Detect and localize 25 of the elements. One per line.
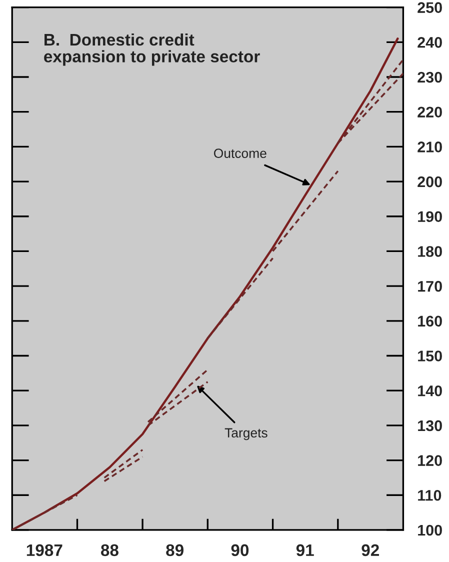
y-tick-label: 130: [418, 420, 442, 432]
y-tick-label: 140: [418, 385, 442, 396]
y-tick-label: 110: [418, 490, 442, 501]
x-tick-label: 1987: [26, 544, 62, 556]
x-tick-label: 88: [100, 544, 118, 556]
y-tick-label: 240: [418, 37, 442, 48]
y-tick-label: 200: [418, 176, 442, 188]
y-tick-label: 160: [418, 316, 442, 327]
x-tick-label: 89: [166, 544, 184, 556]
annotation: Targets: [224, 428, 268, 440]
y-tick-label: 150: [418, 350, 442, 362]
y-tick-label: 210: [418, 142, 442, 152]
y-tick-label: 100: [418, 524, 442, 536]
y-tick-label: 250: [418, 2, 442, 13]
y-tick-label: 170: [418, 280, 442, 292]
y-tick-label: 120: [418, 455, 442, 466]
y-tick-label: 220: [418, 106, 442, 118]
annotation: Outcome: [214, 148, 266, 158]
text: B. Domestic credit expansion to private sector: [44, 33, 260, 66]
y-tick-label: 190: [418, 211, 442, 222]
x-tick-label: 90: [231, 544, 249, 556]
y-tick-label: 230: [418, 72, 442, 83]
x-tick-label: 92: [362, 544, 379, 556]
x-tick-label: 91: [296, 544, 314, 556]
y-tick-label: 180: [418, 246, 442, 257]
